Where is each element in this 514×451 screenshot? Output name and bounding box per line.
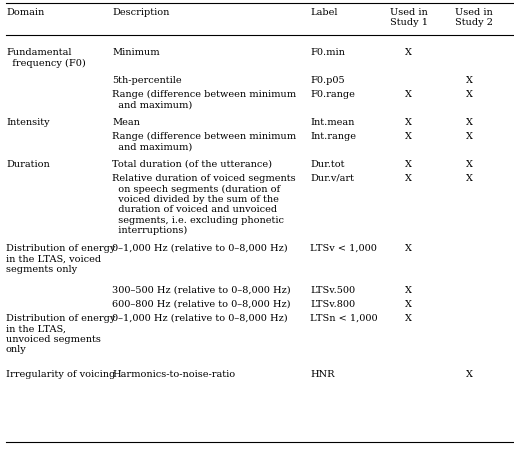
Text: Dur.v/art: Dur.v/art bbox=[310, 174, 354, 183]
Text: Fundamental
  frequency (F0): Fundamental frequency (F0) bbox=[6, 48, 86, 67]
Text: 300–500 Hz (relative to 0–8,000 Hz): 300–500 Hz (relative to 0–8,000 Hz) bbox=[112, 285, 290, 295]
Text: X: X bbox=[466, 76, 472, 85]
Text: 0–1,000 Hz (relative to 0–8,000 Hz): 0–1,000 Hz (relative to 0–8,000 Hz) bbox=[112, 244, 288, 253]
Text: X: X bbox=[405, 90, 412, 99]
Text: Range (difference between minimum
  and maximum): Range (difference between minimum and ma… bbox=[112, 90, 296, 109]
Text: HNR: HNR bbox=[310, 369, 335, 378]
Text: LTSv.800: LTSv.800 bbox=[310, 299, 355, 308]
Text: Intensity: Intensity bbox=[6, 118, 50, 127]
Text: Domain: Domain bbox=[6, 8, 44, 17]
Text: Duration: Duration bbox=[6, 160, 50, 169]
Text: Dur.tot: Dur.tot bbox=[310, 160, 344, 169]
Text: Int.mean: Int.mean bbox=[310, 118, 354, 127]
Text: Range (difference between minimum
  and maximum): Range (difference between minimum and ma… bbox=[112, 132, 296, 151]
Text: Distribution of energy
in the LTAS,
unvoiced segments
only: Distribution of energy in the LTAS, unvo… bbox=[6, 313, 115, 354]
Text: 0–1,000 Hz (relative to 0–8,000 Hz): 0–1,000 Hz (relative to 0–8,000 Hz) bbox=[112, 313, 288, 322]
Text: LTSn < 1,000: LTSn < 1,000 bbox=[310, 313, 378, 322]
Text: X: X bbox=[466, 160, 472, 169]
Text: Used in: Used in bbox=[390, 8, 428, 17]
Text: Study 1: Study 1 bbox=[390, 18, 428, 27]
Text: Label: Label bbox=[310, 8, 338, 17]
Text: Study 2: Study 2 bbox=[455, 18, 493, 27]
Text: Int.range: Int.range bbox=[310, 132, 356, 141]
Text: X: X bbox=[405, 160, 412, 169]
Text: Used in: Used in bbox=[455, 8, 493, 17]
Text: X: X bbox=[466, 174, 472, 183]
Text: X: X bbox=[405, 132, 412, 141]
Text: X: X bbox=[405, 244, 412, 253]
Text: F0.p05: F0.p05 bbox=[310, 76, 344, 85]
Text: Mean: Mean bbox=[112, 118, 140, 127]
Text: X: X bbox=[466, 118, 472, 127]
Text: Total duration (of the utterance): Total duration (of the utterance) bbox=[112, 160, 272, 169]
Text: Distribution of energy
in the LTAS, voiced
segments only: Distribution of energy in the LTAS, voic… bbox=[6, 244, 115, 273]
Text: X: X bbox=[405, 299, 412, 308]
Text: X: X bbox=[405, 285, 412, 295]
Text: 5th-percentile: 5th-percentile bbox=[112, 76, 181, 85]
Text: F0.range: F0.range bbox=[310, 90, 355, 99]
Text: X: X bbox=[405, 118, 412, 127]
Text: Relative duration of voiced segments
  on speech segments (duration of
  voiced : Relative duration of voiced segments on … bbox=[112, 174, 296, 235]
Text: X: X bbox=[466, 90, 472, 99]
Text: X: X bbox=[466, 132, 472, 141]
Text: Description: Description bbox=[112, 8, 170, 17]
Text: 600–800 Hz (relative to 0–8,000 Hz): 600–800 Hz (relative to 0–8,000 Hz) bbox=[112, 299, 290, 308]
Text: LTSv < 1,000: LTSv < 1,000 bbox=[310, 244, 377, 253]
Text: X: X bbox=[405, 313, 412, 322]
Text: X: X bbox=[466, 369, 472, 378]
Text: F0.min: F0.min bbox=[310, 48, 345, 57]
Text: Minimum: Minimum bbox=[112, 48, 160, 57]
Text: LTSv.500: LTSv.500 bbox=[310, 285, 355, 295]
Text: X: X bbox=[405, 48, 412, 57]
Text: Irregularity of voicing: Irregularity of voicing bbox=[6, 369, 115, 378]
Text: X: X bbox=[405, 174, 412, 183]
Text: Harmonics-to-noise-ratio: Harmonics-to-noise-ratio bbox=[112, 369, 235, 378]
